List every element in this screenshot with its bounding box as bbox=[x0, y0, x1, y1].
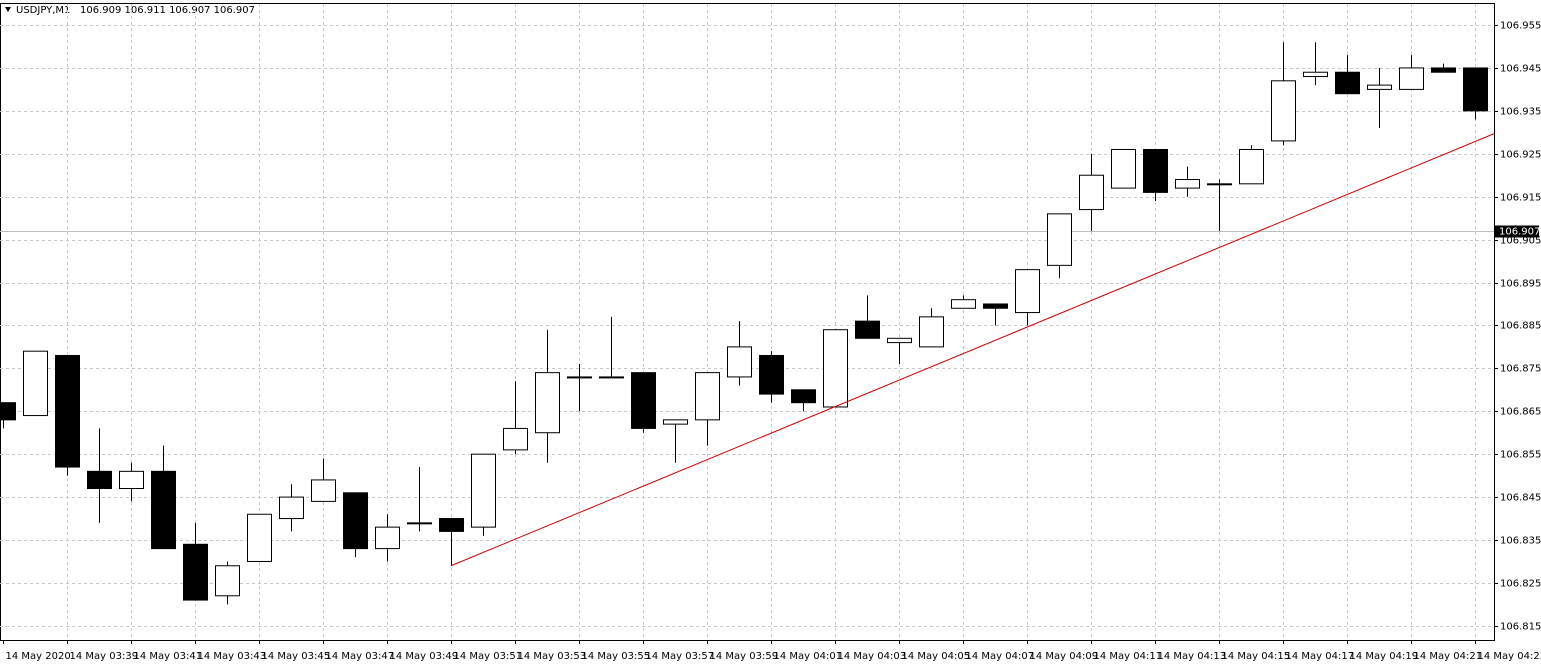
candle-body bbox=[1239, 148, 1264, 185]
candle-body bbox=[919, 316, 944, 348]
x-tick-label: 14 May 2020 bbox=[6, 651, 71, 662]
candle-body bbox=[151, 470, 176, 550]
candle-body bbox=[951, 299, 976, 309]
candle-body bbox=[471, 453, 496, 528]
y-tick-label: 106.915 bbox=[1500, 193, 1541, 204]
y-tick-label: 106.905 bbox=[1500, 236, 1541, 247]
candle-body bbox=[1207, 183, 1232, 186]
candle-body bbox=[375, 526, 400, 550]
candle-body bbox=[0, 402, 16, 421]
quote: 106.909 106.911 106.907 106.907 bbox=[80, 5, 255, 16]
x-tick-label: 14 May 04:11 bbox=[1094, 651, 1163, 662]
x-tick-label: 14 May 04:03 bbox=[838, 651, 907, 662]
current-price-label: 106.907 bbox=[1499, 227, 1540, 238]
candle-body bbox=[1431, 67, 1456, 73]
x-tick-label: 14 May 03:39 bbox=[70, 651, 139, 662]
candle-body bbox=[1399, 67, 1424, 90]
y-tick-label: 106.825 bbox=[1500, 579, 1541, 590]
y-tick-label: 106.895 bbox=[1500, 279, 1541, 290]
candle-body bbox=[791, 389, 816, 404]
x-tick-label: 14 May 03:51 bbox=[454, 651, 523, 662]
y-tick-label: 106.925 bbox=[1500, 150, 1541, 161]
current-price-box bbox=[1495, 225, 1539, 238]
menu-arrow[interactable] bbox=[5, 7, 11, 12]
candle-body bbox=[631, 372, 656, 429]
candle-body bbox=[1047, 213, 1072, 266]
candle-body bbox=[887, 337, 912, 344]
candle-body bbox=[1463, 67, 1488, 112]
x-tick-label: 14 May 04:09 bbox=[1030, 651, 1099, 662]
x-tick-label: 14 May 03:43 bbox=[198, 651, 267, 662]
x-tick-label: 14 May 04:05 bbox=[902, 651, 971, 662]
candle-body bbox=[1111, 148, 1136, 189]
candle-body bbox=[247, 513, 272, 562]
candle-body bbox=[695, 372, 720, 421]
candle-body bbox=[855, 320, 880, 339]
y-tick-label: 106.835 bbox=[1500, 536, 1541, 547]
candle-body bbox=[1271, 80, 1296, 142]
y-tick-label: 106.855 bbox=[1500, 450, 1541, 461]
candle-body bbox=[119, 470, 144, 490]
candle-body bbox=[1079, 174, 1104, 211]
y-tick-label: 106.935 bbox=[1500, 107, 1541, 118]
y-tick-label: 106.845 bbox=[1500, 493, 1541, 504]
candle-body bbox=[1303, 71, 1328, 78]
x-tick-label: 14 May 04:17 bbox=[1286, 651, 1355, 662]
x-tick-label: 14 May 03:59 bbox=[710, 651, 779, 662]
x-tick-label: 14 May 03:57 bbox=[646, 651, 715, 662]
candle-body bbox=[1143, 148, 1168, 193]
candle-body bbox=[983, 303, 1008, 309]
candle-body bbox=[599, 376, 624, 379]
candle-body bbox=[1175, 179, 1200, 189]
x-tick-label: 14 May 03:47 bbox=[326, 651, 395, 662]
candle-body bbox=[823, 329, 848, 408]
candle-body bbox=[55, 354, 80, 468]
y-tick-label: 106.885 bbox=[1500, 321, 1541, 332]
candle-body bbox=[439, 518, 464, 532]
candle-body bbox=[87, 470, 112, 490]
candle-body bbox=[1335, 71, 1360, 95]
candle-body bbox=[343, 492, 368, 550]
candle-body bbox=[759, 354, 784, 395]
y-tick-label: 106.875 bbox=[1500, 364, 1541, 375]
candle-body bbox=[183, 543, 208, 601]
y-tick-label: 106.815 bbox=[1500, 622, 1541, 633]
y-tick-label: 106.955 bbox=[1500, 21, 1541, 32]
y-tick-label: 106.945 bbox=[1500, 64, 1541, 75]
x-tick-label: 14 May 03:49 bbox=[390, 651, 459, 662]
x-tick-label: 14 May 04:01 bbox=[774, 651, 843, 662]
x-tick-label: 14 May 03:53 bbox=[518, 651, 587, 662]
candle-body bbox=[279, 496, 304, 520]
x-tick-label: 14 May 03:45 bbox=[262, 651, 331, 662]
x-tick-label: 14 May 04:07 bbox=[966, 651, 1035, 662]
candle-body bbox=[535, 372, 560, 434]
x-tick-label: 14 May 04:23 bbox=[1478, 651, 1541, 662]
candle-body bbox=[727, 346, 752, 378]
candle-body bbox=[23, 350, 48, 417]
x-tick-label: 14 May 04:13 bbox=[1158, 651, 1227, 662]
candle-body bbox=[1367, 84, 1392, 90]
y-tick-label: 106.865 bbox=[1500, 407, 1541, 418]
candle-body bbox=[407, 522, 432, 525]
x-tick-label: 14 May 04:15 bbox=[1222, 651, 1291, 662]
x-tick-label: 14 May 04:21 bbox=[1414, 651, 1483, 662]
candle-body bbox=[503, 427, 528, 451]
symbol-title: USDJPY,M1 bbox=[16, 5, 70, 16]
candle-body bbox=[567, 376, 592, 379]
x-tick-label: 14 May 03:55 bbox=[582, 651, 651, 662]
trendline bbox=[450, 133, 1495, 567]
x-tick-label: 14 May 03:41 bbox=[134, 651, 203, 662]
candle-body bbox=[1015, 269, 1040, 314]
candle-body bbox=[311, 479, 336, 502]
x-tick-label: 14 May 04:19 bbox=[1350, 651, 1419, 662]
candle-body bbox=[663, 419, 688, 425]
plot-frame bbox=[0, 3, 1495, 641]
candle-body bbox=[215, 565, 240, 597]
